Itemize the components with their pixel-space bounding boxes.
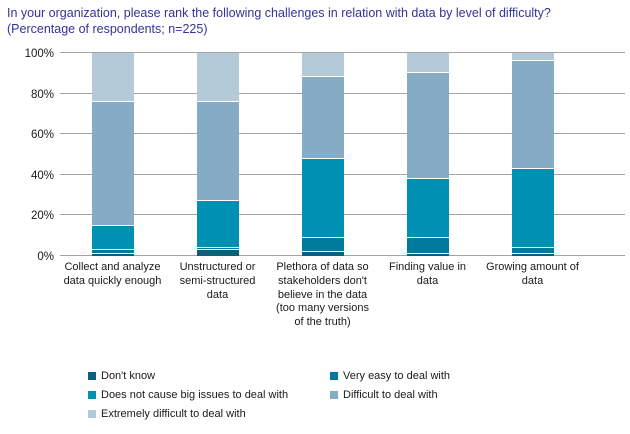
stacked-bar	[406, 53, 449, 256]
y-axis: 0% 20% 40% 60% 80% 100%	[0, 48, 54, 263]
legend-swatch	[88, 391, 96, 399]
plot-area	[60, 52, 625, 256]
bar-segment	[196, 247, 239, 250]
legend-item: Don't know	[88, 369, 330, 383]
legend-swatch	[330, 372, 338, 380]
bar-segment	[91, 253, 134, 256]
bar-slot	[480, 53, 585, 256]
legend-label: Difficult to deal with	[343, 389, 438, 401]
chart-title-line1: In your organization, please rank the fo…	[7, 6, 551, 20]
x-axis-label: Growing amount of data	[486, 261, 579, 287]
bar-slot	[60, 53, 165, 256]
legend-label: Extremely difficult to deal with	[101, 408, 246, 420]
bar-segment	[301, 158, 344, 238]
stacked-bar	[301, 53, 344, 256]
bar-segment	[511, 247, 554, 254]
legend: Don't know Very easy to deal with Does not…	[88, 369, 608, 421]
bar-segment	[511, 61, 554, 169]
bar-segment	[406, 178, 449, 238]
bar-segment	[196, 101, 239, 202]
stacked-bar	[196, 53, 239, 256]
x-axis-label: Plethora of data so stakeholders don't b…	[276, 261, 369, 328]
legend-swatch	[88, 410, 96, 418]
stacked-bar	[511, 53, 554, 256]
bar-segment	[91, 249, 134, 254]
bar-segment	[511, 53, 554, 62]
x-axis-labels: Collect and analyze data quickly enough U…	[60, 261, 585, 330]
bar-slot	[165, 53, 270, 256]
gridline-100	[60, 52, 625, 53]
stacked-bar	[91, 53, 134, 256]
x-axis-label: Finding value in data	[388, 261, 467, 287]
y-tick-label-80: 80%	[30, 88, 54, 101]
bar-segment	[301, 251, 344, 256]
bar-segment	[301, 237, 344, 252]
chart-title-line2: (Percentage of respondents; n=225)	[7, 22, 208, 36]
y-tick-label-0: 0%	[37, 251, 54, 263]
x-axis-label: Collect and analyze data quickly enough	[63, 261, 162, 287]
bar-segment	[406, 73, 449, 179]
bar-segment	[196, 53, 239, 102]
x-axis-label: Unstructured or semi-structured data	[179, 261, 256, 301]
bar-segment	[406, 253, 449, 256]
y-tick-label-20: 20%	[30, 210, 54, 223]
y-tick-label-100: 100%	[24, 48, 54, 60]
legend-swatch	[330, 391, 338, 399]
legend-item: Difficult to deal with	[330, 388, 608, 402]
y-tick-label-40: 40%	[30, 169, 54, 182]
bar-segment	[196, 249, 239, 256]
bar-segment	[406, 53, 449, 74]
legend-label: Does not cause big issues to deal with	[101, 389, 289, 401]
bar-slot	[375, 53, 480, 256]
legend-label: Don't know	[101, 370, 156, 382]
bar-slot	[270, 53, 375, 256]
legend-label: Very easy to deal with	[343, 370, 451, 382]
y-tick-label-60: 60%	[30, 129, 54, 142]
bar-segment	[91, 225, 134, 250]
bar-segment	[406, 237, 449, 254]
legend-item: Extremely difficult to deal with	[88, 407, 330, 421]
bar-segment	[91, 101, 134, 226]
bar-segment	[301, 77, 344, 159]
bar-segment	[511, 168, 554, 248]
bar-segment	[91, 53, 134, 102]
legend-item: Very easy to deal with	[330, 369, 608, 383]
legend-item: Does not cause big issues to deal with	[88, 388, 330, 402]
bar-segment	[196, 201, 239, 248]
bar-segment	[301, 53, 344, 78]
legend-swatch	[88, 372, 96, 380]
bars-row	[60, 53, 585, 256]
chart-title: In your organization, please rank the fo…	[7, 5, 627, 37]
bar-segment	[511, 253, 554, 256]
